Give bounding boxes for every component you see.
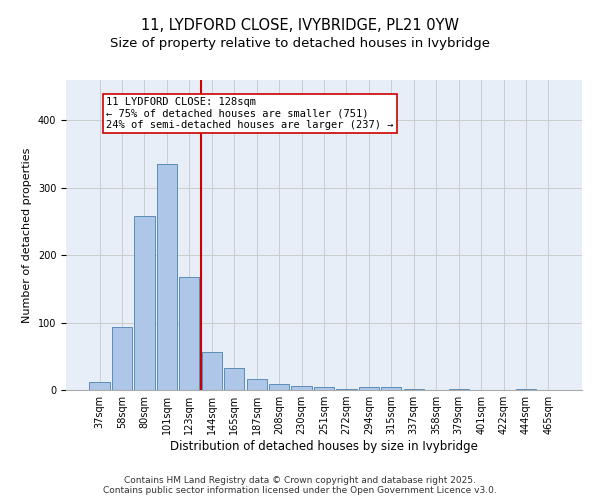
- Text: Contains HM Land Registry data © Crown copyright and database right 2025.
Contai: Contains HM Land Registry data © Crown c…: [103, 476, 497, 495]
- X-axis label: Distribution of detached houses by size in Ivybridge: Distribution of detached houses by size …: [170, 440, 478, 453]
- Bar: [134, 216, 155, 390]
- Bar: [89, 382, 110, 390]
- Bar: [269, 384, 289, 390]
- Bar: [292, 386, 311, 390]
- Y-axis label: Number of detached properties: Number of detached properties: [22, 148, 32, 322]
- Bar: [337, 388, 356, 390]
- Bar: [224, 368, 244, 390]
- Bar: [314, 388, 334, 390]
- Bar: [112, 328, 132, 390]
- Text: 11 LYDFORD CLOSE: 128sqm
← 75% of detached houses are smaller (751)
24% of semi-: 11 LYDFORD CLOSE: 128sqm ← 75% of detach…: [106, 97, 394, 130]
- Bar: [404, 388, 424, 390]
- Bar: [381, 386, 401, 390]
- Bar: [202, 352, 222, 390]
- Bar: [157, 164, 177, 390]
- Bar: [359, 386, 379, 390]
- Text: 11, LYDFORD CLOSE, IVYBRIDGE, PL21 0YW: 11, LYDFORD CLOSE, IVYBRIDGE, PL21 0YW: [141, 18, 459, 32]
- Text: Size of property relative to detached houses in Ivybridge: Size of property relative to detached ho…: [110, 38, 490, 51]
- Bar: [179, 277, 199, 390]
- Bar: [247, 378, 267, 390]
